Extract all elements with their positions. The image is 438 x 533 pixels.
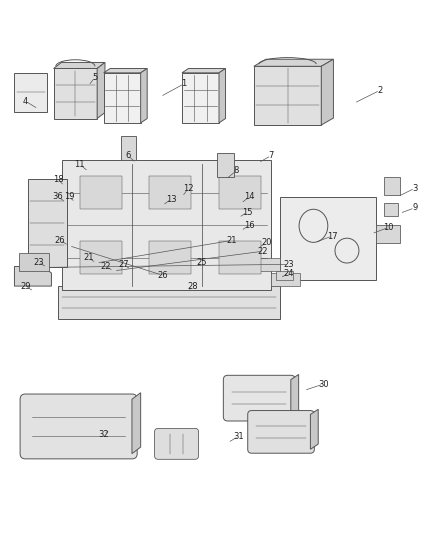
Text: 11: 11 xyxy=(74,160,85,169)
Text: 21: 21 xyxy=(227,236,237,245)
Polygon shape xyxy=(280,197,376,279)
Text: 7: 7 xyxy=(268,151,274,160)
Polygon shape xyxy=(149,241,191,274)
FancyBboxPatch shape xyxy=(20,394,137,459)
Text: 9: 9 xyxy=(412,203,417,212)
Text: 36: 36 xyxy=(53,192,64,201)
Polygon shape xyxy=(291,375,299,417)
Polygon shape xyxy=(271,273,300,286)
Text: 23: 23 xyxy=(283,260,294,269)
FancyBboxPatch shape xyxy=(223,375,295,421)
Text: 10: 10 xyxy=(384,223,394,232)
Text: 4: 4 xyxy=(23,96,28,106)
Text: 12: 12 xyxy=(183,184,194,192)
Polygon shape xyxy=(149,176,191,209)
Polygon shape xyxy=(385,177,399,195)
FancyBboxPatch shape xyxy=(248,410,314,453)
Polygon shape xyxy=(254,258,280,271)
Text: 15: 15 xyxy=(242,207,253,216)
Text: 32: 32 xyxy=(99,430,109,439)
Text: 3: 3 xyxy=(412,184,417,192)
Text: 22: 22 xyxy=(101,262,111,271)
Polygon shape xyxy=(97,62,105,118)
Polygon shape xyxy=(254,66,321,125)
Text: 5: 5 xyxy=(92,72,98,82)
Polygon shape xyxy=(217,154,234,177)
Polygon shape xyxy=(62,160,271,290)
Polygon shape xyxy=(276,271,293,279)
Polygon shape xyxy=(219,68,226,123)
Text: 16: 16 xyxy=(244,221,255,230)
Polygon shape xyxy=(385,204,398,216)
Text: 26: 26 xyxy=(55,236,65,245)
Polygon shape xyxy=(376,225,399,243)
Text: 26: 26 xyxy=(157,271,168,280)
Text: 19: 19 xyxy=(64,192,74,201)
Text: 27: 27 xyxy=(118,260,129,269)
Polygon shape xyxy=(58,286,280,319)
Text: 31: 31 xyxy=(233,432,244,441)
Text: 18: 18 xyxy=(53,175,63,184)
Polygon shape xyxy=(219,176,261,209)
Polygon shape xyxy=(53,68,97,118)
Text: 28: 28 xyxy=(187,281,198,290)
Text: 24: 24 xyxy=(283,269,294,278)
Text: 30: 30 xyxy=(318,379,329,389)
Polygon shape xyxy=(219,241,261,274)
Polygon shape xyxy=(254,59,333,66)
Polygon shape xyxy=(14,266,51,286)
Polygon shape xyxy=(141,68,147,123)
Polygon shape xyxy=(80,176,121,209)
Text: 8: 8 xyxy=(234,166,239,175)
Polygon shape xyxy=(19,254,49,271)
Text: 23: 23 xyxy=(33,257,44,266)
Text: 21: 21 xyxy=(83,253,94,262)
Text: 22: 22 xyxy=(257,247,268,256)
Text: 25: 25 xyxy=(196,257,207,266)
Text: 6: 6 xyxy=(125,151,130,160)
Polygon shape xyxy=(53,62,105,68)
Polygon shape xyxy=(14,73,47,112)
Text: 29: 29 xyxy=(20,281,31,290)
Polygon shape xyxy=(182,68,226,73)
Polygon shape xyxy=(321,59,333,125)
Text: 17: 17 xyxy=(327,231,337,240)
FancyBboxPatch shape xyxy=(155,429,198,459)
Polygon shape xyxy=(311,409,318,449)
Text: 2: 2 xyxy=(378,86,383,95)
Text: 1: 1 xyxy=(182,79,187,88)
Polygon shape xyxy=(28,180,67,266)
Polygon shape xyxy=(132,393,141,454)
Text: 14: 14 xyxy=(244,192,255,201)
Polygon shape xyxy=(182,73,219,123)
Polygon shape xyxy=(121,136,136,160)
Polygon shape xyxy=(104,73,141,123)
Polygon shape xyxy=(104,68,147,73)
Polygon shape xyxy=(80,241,121,274)
Text: 13: 13 xyxy=(166,195,177,204)
Text: 20: 20 xyxy=(261,238,272,247)
